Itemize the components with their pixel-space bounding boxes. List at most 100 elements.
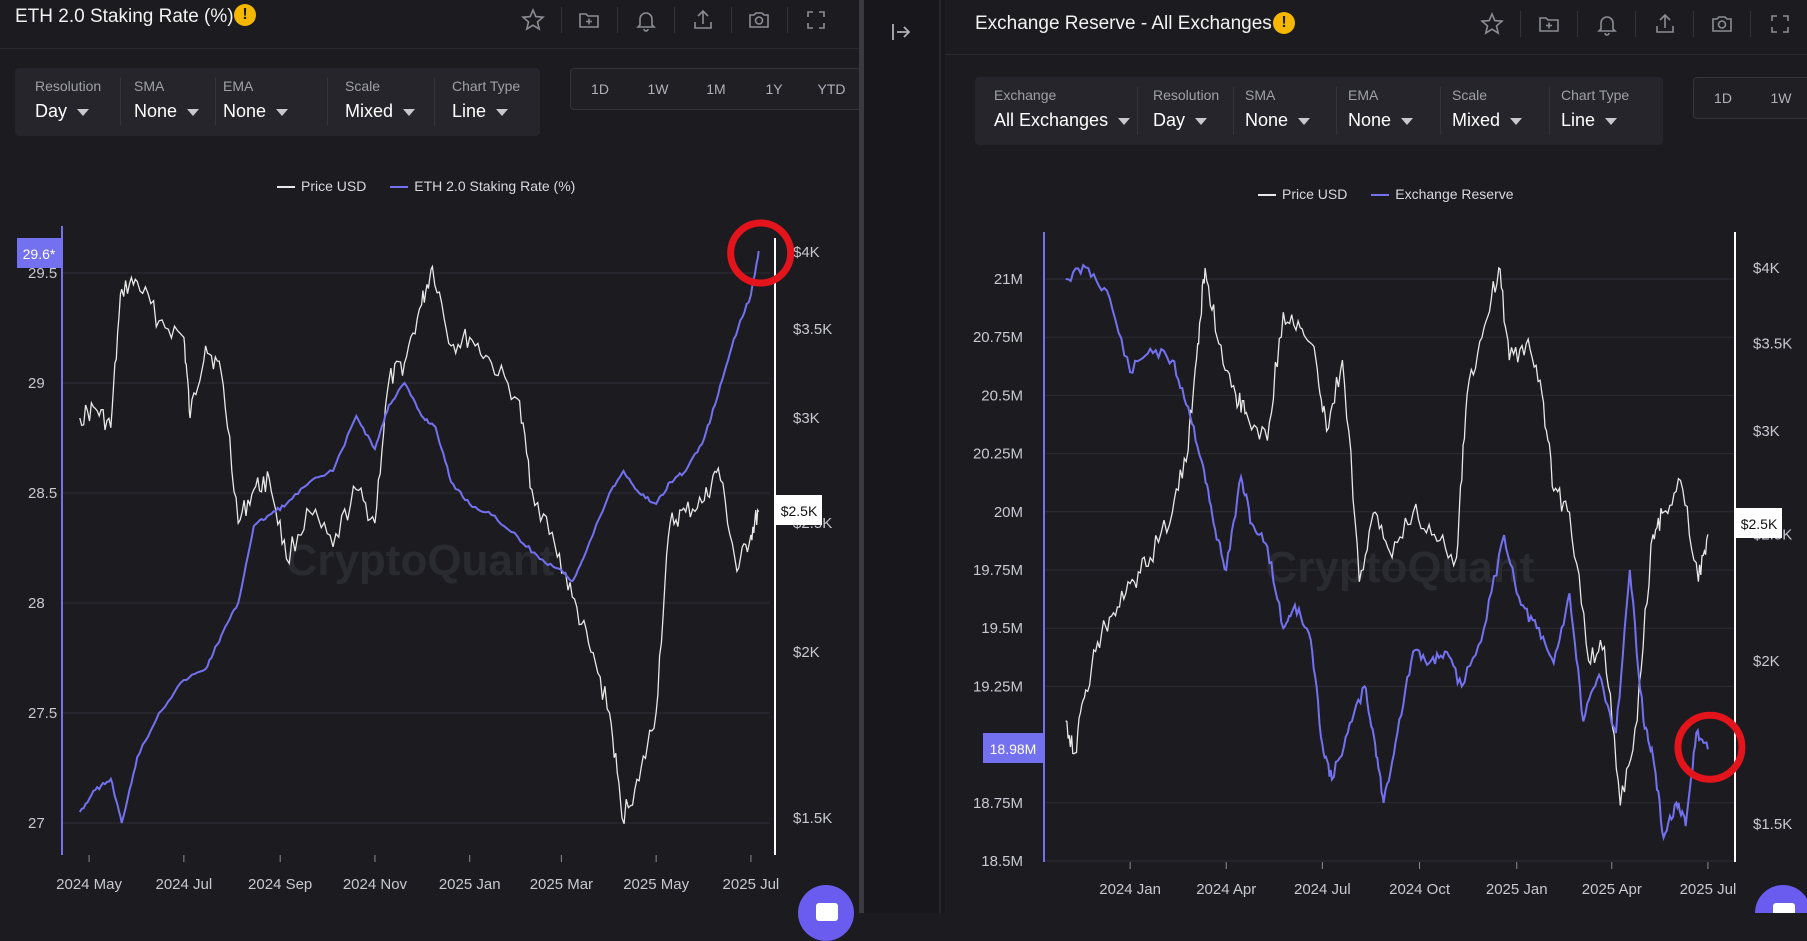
current-price-label: $2.5K — [1741, 516, 1778, 532]
panel-divider[interactable] — [859, 0, 945, 913]
chevron-down-icon — [1298, 117, 1311, 125]
resolution-label: Resolution — [35, 78, 102, 94]
sma-select[interactable]: SMA None — [120, 68, 215, 136]
ema-value: None — [223, 101, 267, 121]
star-icon[interactable] — [518, 5, 548, 35]
legend-item-exchange-reserve[interactable]: Exchange Reserve — [1371, 186, 1514, 202]
range-1d-button[interactable]: 1D — [1714, 90, 1732, 106]
x-tick-label: 2025 May — [623, 876, 689, 893]
chart-type-value: Line — [1561, 110, 1596, 130]
add-folder-icon[interactable] — [574, 5, 604, 35]
x-tick-label: 2024 Sep — [248, 876, 312, 893]
scale-select[interactable]: Scale Mixed — [327, 68, 432, 136]
y-tick-label: 27.5 — [28, 705, 57, 722]
x-tick-label: 2024 Jul — [155, 876, 212, 893]
chevron-down-icon — [276, 108, 289, 116]
range-1m-button[interactable]: 1M — [706, 81, 726, 97]
y-tick-label: 19.75M — [973, 562, 1023, 579]
scale-select[interactable]: Scale Mixed — [1440, 77, 1548, 145]
bell-icon[interactable] — [1592, 9, 1622, 39]
y2-tick-label: $1.5K — [793, 810, 832, 827]
current-price-label: $2.5K — [781, 503, 818, 519]
chevron-down-icon — [1510, 117, 1523, 125]
scale-label: Scale — [1452, 87, 1488, 103]
sma-label: SMA — [1245, 87, 1276, 103]
legend-item-staking-rate[interactable]: ETH 2.0 Staking Rate (%) — [390, 178, 575, 194]
star-icon[interactable] — [1477, 9, 1507, 39]
ema-select[interactable]: EMA None — [215, 68, 320, 136]
resolution-select[interactable]: Resolution Day — [15, 68, 120, 136]
scale-value: Mixed — [1452, 110, 1501, 130]
y-tick-label: 21M — [994, 271, 1023, 288]
watermark: CryptoQuant — [1266, 543, 1535, 592]
legend-item-price[interactable]: Price USD — [1258, 186, 1347, 202]
resolution-value: Day — [1153, 110, 1186, 130]
scale-label: Scale — [345, 78, 381, 94]
ema-select[interactable]: EMA None — [1336, 77, 1436, 145]
y-tick-label: 19.5M — [981, 620, 1023, 637]
chart-type-value: Line — [452, 101, 487, 121]
chart-type-select[interactable]: Chart Type Line — [1549, 77, 1663, 145]
chat-button[interactable] — [798, 885, 854, 941]
sma-value: None — [1245, 110, 1289, 130]
right-panel-header: Exchange Reserve - All Exchanges ! — [945, 0, 1807, 55]
sma-select[interactable]: SMA None — [1233, 77, 1333, 145]
y-tick-label: 28 — [28, 595, 45, 612]
fullscreen-icon[interactable] — [1765, 9, 1795, 39]
staking-rate-chart: 29.5 29 28.5 28 27.5 27 $4K $3.5K $3K $2.5K $2K $1.… — [17, 219, 832, 893]
y2-tick-label: $2K — [793, 644, 820, 661]
y2-tick-label: $1.5K — [1753, 816, 1792, 833]
y-tick-label: 20.25M — [973, 446, 1023, 463]
ema-label: EMA — [1348, 87, 1379, 103]
y2-tick-label: $3K — [793, 410, 820, 427]
exchange-value: All Exchanges — [994, 110, 1109, 130]
add-folder-icon[interactable] — [1534, 9, 1564, 39]
right-controls-bar: Exchange All Exchanges Resolution Day SM… — [975, 77, 1663, 145]
highlight-circle — [727, 219, 795, 287]
exchange-select[interactable]: Exchange All Exchanges — [975, 77, 1135, 145]
legend-label: Price USD — [1282, 186, 1348, 202]
range-1w-button[interactable]: 1W — [1770, 90, 1792, 106]
y2-tick-label: $3.5K — [793, 321, 832, 338]
range-1w-button[interactable]: 1W — [647, 81, 669, 97]
current-value-label: 29.6* — [23, 246, 56, 262]
current-value-badge — [983, 733, 1044, 763]
chevron-down-icon — [77, 108, 90, 116]
x-tick-label: 2025 Apr — [1582, 881, 1642, 898]
ema-label: EMA — [223, 78, 254, 94]
chart-type-label: Chart Type — [452, 78, 521, 94]
legend-item-price[interactable]: Price USD — [277, 178, 366, 194]
right-panel-title: Exchange Reserve - All Exchanges — [975, 13, 1272, 34]
y-tick-label: 19.25M — [973, 678, 1023, 695]
sma-label: SMA — [134, 78, 165, 94]
x-tick-label: 2025 Jul — [1680, 881, 1737, 898]
left-range-buttons: 1D 1W 1M 1Y YTD — [570, 68, 859, 110]
resolution-select[interactable]: Resolution Day — [1137, 77, 1229, 145]
y2-tick-label: $4K — [1753, 260, 1780, 277]
left-controls-bar: Resolution Day SMA None EMA None Scale M… — [15, 68, 540, 136]
warning-icon[interactable]: ! — [234, 4, 256, 26]
bell-icon[interactable] — [631, 5, 661, 35]
left-panel-title: ETH 2.0 Staking Rate (%) — [15, 6, 234, 27]
camera-icon[interactable] — [744, 5, 774, 35]
share-icon[interactable] — [688, 5, 718, 35]
warning-icon[interactable]: ! — [1273, 12, 1295, 34]
camera-icon[interactable] — [1707, 9, 1737, 39]
range-1d-button[interactable]: 1D — [591, 81, 609, 97]
range-1y-button[interactable]: 1Y — [765, 81, 783, 97]
left-legend: Price USD ETH 2.0 Staking Rate (%) — [277, 178, 595, 194]
chevron-down-icon — [403, 108, 416, 116]
x-tick-label: 2024 Apr — [1196, 881, 1256, 898]
range-ytd-button[interactable]: YTD — [817, 81, 846, 97]
sma-value: None — [134, 101, 178, 121]
y-tick-label: 20.75M — [973, 329, 1023, 346]
y-tick-label: 20M — [994, 504, 1023, 521]
collapse-panel-icon[interactable] — [889, 20, 913, 44]
share-icon[interactable] — [1650, 9, 1680, 39]
fullscreen-icon[interactable] — [801, 5, 831, 35]
legend-label: ETH 2.0 Staking Rate (%) — [414, 178, 576, 194]
x-tick-label: 2024 Oct — [1389, 881, 1451, 898]
chart-type-select[interactable]: Chart Type Line — [434, 68, 540, 136]
y2-tick-label: $4K — [793, 244, 820, 261]
y-tick-label: 27 — [28, 815, 45, 832]
